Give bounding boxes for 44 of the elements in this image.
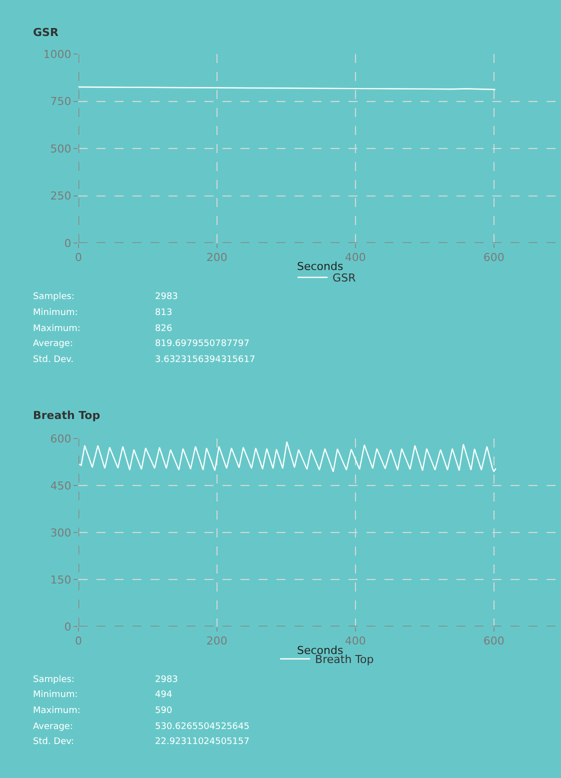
text: Samples: [33, 675, 74, 685]
text: 22.92311024505157 [155, 737, 250, 747]
y-tick-label: 250 [50, 190, 72, 203]
x-tick-label: 0 [74, 634, 82, 648]
text: 819.6979550787797 [155, 339, 250, 349]
y-tick-label: 750 [50, 95, 72, 108]
text: Samples: [33, 292, 74, 302]
x-tick-label: 0 [74, 251, 82, 264]
text: 3.6323156394315617 [155, 355, 256, 365]
text: Std. Dev: [33, 737, 74, 747]
text: 590 [155, 706, 172, 716]
chart-title: GSR [33, 26, 59, 39]
y-tick-label: 600 [50, 432, 72, 446]
y-tick-label: 0 [64, 620, 72, 634]
text: Average: [33, 722, 73, 732]
text: Minimum: [33, 690, 78, 700]
legend-label: Breath Top [315, 653, 374, 666]
text: Maximum: [33, 706, 80, 716]
text: 494 [155, 690, 172, 700]
text: Std. Dev. [33, 355, 74, 365]
y-tick-label: 500 [50, 142, 72, 156]
y-tick-label: 0 [64, 236, 72, 250]
legend-label: GSR [332, 272, 356, 285]
x-tick-label: 600 [483, 634, 504, 648]
line-series [78, 441, 497, 472]
text: Average: [33, 339, 73, 349]
y-tick-label: 150 [50, 573, 72, 586]
text: Minimum: [33, 308, 78, 318]
x-tick-label: 400 [344, 251, 366, 264]
y-tick-label: 300 [50, 526, 72, 540]
x-axis-title: Seconds [297, 260, 344, 273]
chart-title: Breath Top [33, 409, 100, 422]
text: 813 [155, 308, 172, 318]
text: 530.6265504525645 [155, 722, 250, 732]
y-tick-label: 450 [50, 479, 72, 492]
x-tick-label: 200 [206, 634, 228, 648]
y-tick-label: 1000 [43, 48, 72, 62]
text: 2983 [155, 675, 178, 685]
x-tick-label: 600 [483, 251, 504, 264]
text: Maximum: [33, 324, 80, 334]
x-tick-label: 200 [206, 251, 228, 264]
x-tick-label: 400 [344, 634, 366, 648]
text: 826 [155, 324, 172, 334]
text: 2983 [155, 292, 178, 302]
